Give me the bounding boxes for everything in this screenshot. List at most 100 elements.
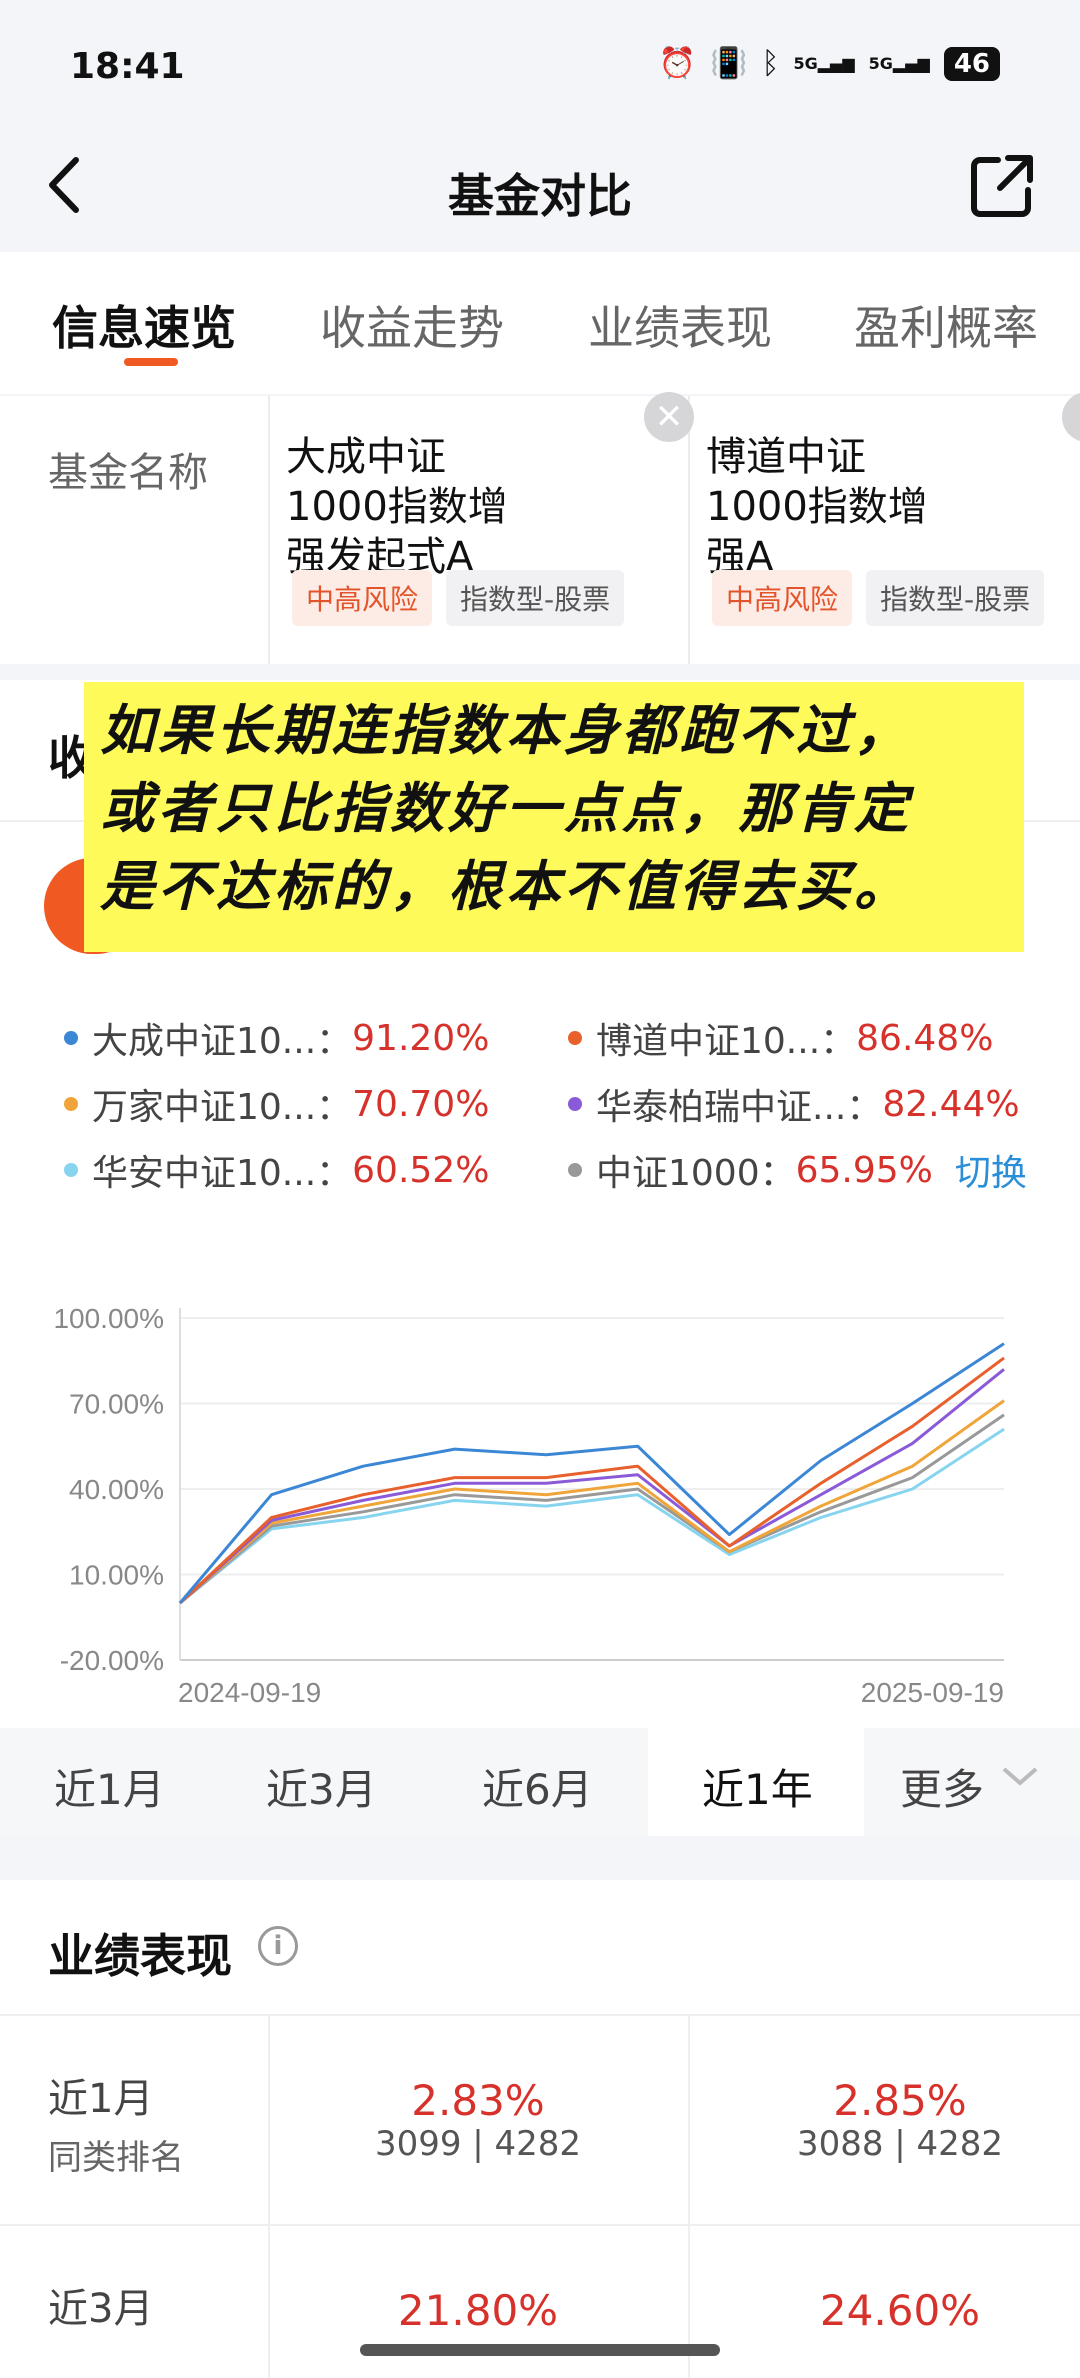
performance-title: 业绩表现 xyxy=(48,1929,232,1983)
y-tick-label: 100.00% xyxy=(53,1303,164,1334)
legend-name: 万家中证10...： xyxy=(92,1087,353,1128)
legend-dot xyxy=(64,1163,78,1177)
tab-return-trend[interactable]: 收益走势 xyxy=(320,301,504,355)
chevron-left-icon xyxy=(49,157,79,213)
rank-1m-fund1: 3099 | 4282 xyxy=(374,2124,582,2164)
row-sublabel-rank: 同类排名 xyxy=(48,2138,184,2178)
legend-item-1: 大成中证10...： 91.20% xyxy=(64,1012,489,1064)
back-button[interactable] xyxy=(40,150,100,220)
tab-profit-probability[interactable]: 盈利概率 xyxy=(854,301,1038,355)
legend-name: 华泰柏瑞中证...： xyxy=(596,1087,883,1128)
legend-value: 65.95% xyxy=(795,1149,933,1191)
return-trend-chart[interactable]: 100.00% 70.00% 40.00% 10.00% -20.00% 2024-09-… xyxy=(0,1280,1080,1720)
legend-item-2: 博道中证10...： 86.48% xyxy=(568,1012,993,1064)
column-divider xyxy=(688,396,690,664)
rank-1m-fund2: 3088 | 4282 xyxy=(796,2124,1004,2164)
legend-value: 91.20% xyxy=(352,1017,490,1059)
legend-value: 86.48% xyxy=(856,1017,994,1059)
share-button[interactable] xyxy=(964,148,1040,224)
legend-dot xyxy=(568,1031,582,1045)
risk-tag-2: 中高风险 xyxy=(712,570,853,626)
column-divider xyxy=(268,2016,270,2378)
tab-bar xyxy=(0,252,1080,394)
risk-tag-1: 中高风险 xyxy=(292,570,433,626)
x-tick-label: 2025-09-19 xyxy=(861,1677,1004,1708)
fund-name-2[interactable]: 博道中证1000指数增强A xyxy=(706,434,928,580)
series-line xyxy=(179,1399,1005,1605)
info-icon[interactable]: i xyxy=(258,1926,298,1966)
pct-3m-fund2: 24.60% xyxy=(819,2286,981,2335)
series-line xyxy=(178,1368,1005,1605)
signal-5g-icon-2: 5G▂▄▆ xyxy=(868,53,930,73)
row-label-3m: 近3月 xyxy=(48,2286,154,2332)
series-line xyxy=(179,1413,1005,1605)
page-title: 基金对比 xyxy=(448,169,632,223)
battery-icon: 46 xyxy=(943,46,1000,81)
performance-section xyxy=(0,1880,1080,2378)
series-line xyxy=(179,1427,1005,1605)
fund-name-label: 基金名称 xyxy=(48,450,208,496)
status-icons: ⏰ 📳 ᛒ 5G▂▄▆ 5G▂▄▆ 46 xyxy=(659,46,1000,81)
home-indicator xyxy=(360,2344,720,2356)
legend-name: 中证1000： xyxy=(596,1153,796,1194)
remove-fund-1-button[interactable]: ✕ xyxy=(644,392,694,442)
vibrate-icon: 📳 xyxy=(710,46,748,81)
legend-dot xyxy=(64,1097,78,1111)
pct-1m-fund2: 2.85% xyxy=(833,2076,967,2125)
pct-3m-fund1: 21.80% xyxy=(397,2286,559,2335)
period-3m[interactable]: 近3月 xyxy=(266,1765,377,1814)
fund-name-1[interactable]: 大成中证1000指数增强发起式A xyxy=(286,434,508,580)
series-line xyxy=(178,1342,1005,1604)
legend-dot xyxy=(568,1097,582,1111)
chevron-down-icon xyxy=(1000,1760,1040,1800)
legend-name: 大成中证10...： xyxy=(92,1021,353,1062)
legend-name: 华安中证10...： xyxy=(92,1153,353,1194)
period-1y[interactable]: 近1年 xyxy=(702,1765,813,1814)
legend-item-6: 中证1000： 65.95% 切换 xyxy=(568,1144,1027,1196)
period-selector xyxy=(0,1728,1080,1836)
title-bar xyxy=(0,130,1080,250)
row-divider xyxy=(0,2224,1080,2226)
period-active-background xyxy=(648,1728,864,1836)
legend-item-5: 华安中证10...： 60.52% xyxy=(64,1144,489,1196)
x-tick-label: 2024-09-19 xyxy=(178,1677,321,1708)
status-bar xyxy=(0,0,1080,130)
legend-item-3: 万家中证10...： 70.70% xyxy=(64,1078,489,1130)
share-icon xyxy=(971,155,1033,217)
row-divider xyxy=(0,2014,1080,2016)
legend-value: 60.52% xyxy=(352,1149,490,1191)
tab-info-overview[interactable]: 信息速览 xyxy=(52,301,236,355)
legend-dot xyxy=(64,1031,78,1045)
legend-value: 70.70% xyxy=(352,1083,490,1125)
alarm-icon: ⏰ xyxy=(658,46,697,81)
pct-1m-fund1: 2.83% xyxy=(411,2076,545,2125)
bluetooth-icon: ᛒ xyxy=(761,46,780,81)
period-more[interactable]: 更多 xyxy=(900,1765,985,1814)
active-tab-indicator xyxy=(124,358,178,366)
signal-5g-icon: 5G▂▄▆ xyxy=(793,53,855,73)
status-time: 18:41 xyxy=(70,46,185,87)
remove-fund-2-button[interactable] xyxy=(1062,392,1080,442)
column-divider xyxy=(268,396,270,664)
y-tick-label: 70.00% xyxy=(69,1389,164,1420)
caption-overlay: 如果长期连指数本身都跑不过， 或者只比指数好一点点，那肯定 是不达标的，根本不值… xyxy=(84,682,1024,952)
caption-line-3: 是不达标的，根本不值得去买。 xyxy=(100,855,912,918)
legend-dot xyxy=(568,1163,582,1177)
legend-item-4: 华泰柏瑞中证...： 82.44% xyxy=(568,1078,1020,1130)
y-tick-label: 10.00% xyxy=(69,1560,164,1591)
tab-performance[interactable]: 业绩表现 xyxy=(588,301,772,355)
y-tick-label: -20.00% xyxy=(60,1645,164,1676)
switch-benchmark-link[interactable]: 切换 xyxy=(954,1153,1027,1194)
legend-name: 博道中证10...： xyxy=(596,1021,857,1062)
caption-line-1: 如果长期连指数本身都跑不过， xyxy=(100,699,912,762)
y-tick-label: 40.00% xyxy=(69,1474,164,1505)
caption-line-2: 或者只比指数好一点点，那肯定 xyxy=(100,777,912,840)
column-divider xyxy=(688,2016,690,2378)
series-line xyxy=(178,1356,1005,1605)
period-1m[interactable]: 近1月 xyxy=(54,1765,165,1814)
period-6m[interactable]: 近6月 xyxy=(482,1765,593,1814)
type-tag-1: 指数型-股票 xyxy=(446,570,625,626)
type-tag-2: 指数型-股票 xyxy=(866,570,1045,626)
row-label-1m: 近1月 xyxy=(48,2076,154,2122)
legend-value: 82.44% xyxy=(882,1083,1020,1125)
